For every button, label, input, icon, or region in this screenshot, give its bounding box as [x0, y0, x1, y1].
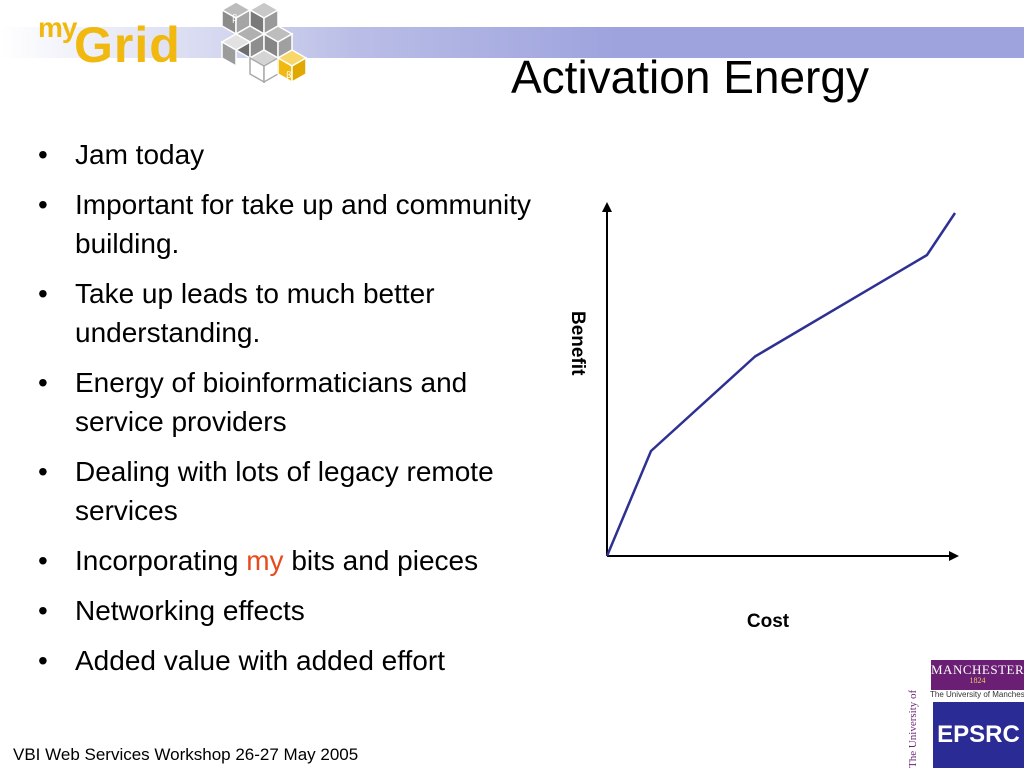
logo-grid-text: Grid	[74, 17, 181, 73]
bullet-item: • Added value with added effort	[38, 641, 558, 680]
svg-text:β: β	[232, 14, 238, 24]
bullet-dot: •	[38, 278, 48, 309]
bullet-item: • Incorporating my bits and pieces	[38, 541, 558, 580]
bullet-dot: •	[38, 189, 48, 220]
x-axis-label: Cost	[747, 611, 790, 632]
bullet-list: • Jam today • Important for take up and com…	[38, 135, 558, 691]
bullet-dot: •	[38, 645, 48, 676]
bullet-text: Incorporating	[75, 545, 247, 576]
manchester-year: 1824	[969, 676, 986, 685]
bullet-text: bits and pieces	[283, 545, 479, 576]
bullet-text: Important for take up and community buil…	[75, 189, 531, 259]
bullet-dot: •	[38, 367, 48, 398]
manchester-logo: MANCHESTER 1824	[931, 660, 1024, 690]
bullet-item: • Dealing with lots of legacy remote serv…	[38, 452, 558, 530]
y-axis-label: Benefit	[567, 311, 588, 376]
logo-my-text: my	[38, 12, 77, 43]
manchester-name: MANCHESTER	[931, 662, 1024, 677]
uom-vertical-text: The University of Manchester	[907, 690, 919, 768]
bullet-text: Jam today	[75, 139, 205, 170]
bullet-item: • Jam today	[38, 135, 558, 174]
bullet-item: • Take up leads to much better understand…	[38, 274, 558, 352]
bullet-dot: •	[38, 456, 48, 487]
bullet-dot: •	[38, 545, 48, 576]
footer-text: VBI Web Services Workshop 26-27 May 2005	[13, 745, 359, 764]
bullet-dot: •	[38, 595, 48, 626]
bullet-item: • Important for take up and community bui…	[38, 185, 558, 263]
epsrc-logo: EPSRC	[933, 702, 1024, 768]
bullet-accent-text: my	[246, 545, 284, 576]
bullet-dot: •	[38, 139, 48, 170]
title-band	[0, 27, 1024, 58]
mygrid-cubes-icon: β β	[220, 1, 308, 84]
bullet-text: Take up leads to much better understandi…	[75, 278, 435, 348]
bullet-text: Dealing with lots of legacy remote servi…	[75, 456, 494, 526]
benefit-curve	[605, 212, 957, 557]
activation-chart: Benefit Cost	[567, 202, 959, 632]
uom-vertical-logo: The University of Manchester	[907, 690, 919, 768]
epsrc-text: EPSRC	[937, 721, 1020, 748]
bullet-text: Networking effects	[75, 595, 305, 626]
manchester-subtitle: The University of Manchester	[930, 690, 1024, 699]
bullet-item: • Networking effects	[38, 591, 558, 630]
slide-title: Activation Energy	[511, 51, 869, 103]
bullet-text: Added value with added effort	[75, 645, 445, 676]
bullet-item: • Energy of bioinformaticians and service…	[38, 363, 558, 441]
svg-text:β: β	[286, 71, 292, 81]
bullet-text: Energy of bioinformaticians and service …	[75, 367, 468, 437]
